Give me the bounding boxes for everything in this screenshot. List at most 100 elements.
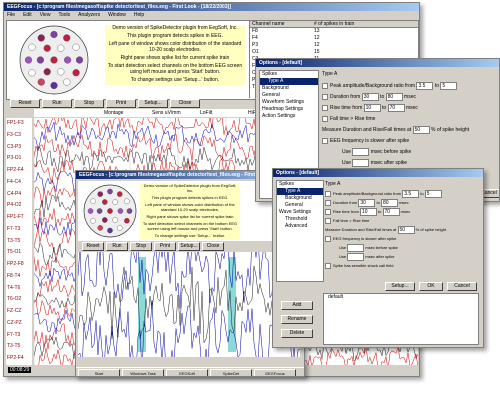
- label: to: [420, 191, 424, 196]
- menu-item[interactable]: Window: [108, 12, 126, 18]
- cell: O1: [252, 49, 259, 55]
- tree-item[interactable]: General: [262, 92, 280, 98]
- info-line: This plugin program detects spikes in EE…: [127, 33, 223, 39]
- toolbar-button[interactable]: Close: [170, 99, 200, 108]
- toolbar-button[interactable]: Stop: [130, 242, 152, 251]
- menu-item[interactable]: Edit: [23, 12, 32, 18]
- toolbar: Reset Run Stop Print Setup... Close: [6, 99, 417, 108]
- side-button[interactable]: Delete: [281, 329, 313, 338]
- field[interactable]: 30: [358, 198, 376, 207]
- field[interactable]: 50: [412, 125, 430, 134]
- taskbar-button[interactable]: SpikeDet: [210, 369, 252, 376]
- menu-item[interactable]: File: [7, 12, 16, 18]
- toolbar-button[interactable]: Close: [202, 242, 224, 251]
- field[interactable]: 3.5: [402, 189, 420, 198]
- info-line: Demo version of SpikeDetector plugin fro…: [112, 25, 238, 31]
- label: Measure Duration and Rise/Fall times at: [325, 227, 397, 232]
- side-buttons: Add Rename Delete: [277, 289, 317, 344]
- field[interactable]: 30: [361, 92, 379, 101]
- tree-item[interactable]: Threshold: [285, 216, 308, 222]
- label: to: [380, 94, 385, 100]
- toolbar-button[interactable]: Run: [106, 242, 128, 251]
- label: Duration: [330, 94, 349, 100]
- tree-item[interactable]: Headmap Settings: [262, 106, 304, 112]
- taskbar-button[interactable]: EEGFocus: [254, 369, 296, 376]
- label: Use: [342, 160, 351, 166]
- electrode: [101, 199, 108, 205]
- electrode: [90, 217, 96, 224]
- field[interactable]: 5: [424, 189, 442, 198]
- label: Duration: [333, 200, 349, 205]
- eeg-traces: [78, 252, 300, 357]
- electrode: [24, 56, 33, 64]
- field[interactable]: [352, 158, 370, 167]
- menu-item[interactable]: Analyzers: [78, 12, 101, 18]
- field[interactable]: 80: [380, 198, 398, 207]
- channel-label: FP2-F4: [7, 167, 24, 173]
- label: from: [349, 200, 358, 205]
- setup-button[interactable]: Setup...: [385, 282, 415, 291]
- electrode: [72, 43, 80, 51]
- toolbar-button[interactable]: Run: [42, 99, 72, 108]
- toolbar-button[interactable]: Reset: [10, 99, 40, 108]
- field[interactable]: [347, 243, 365, 252]
- field[interactable]: 50: [397, 225, 415, 234]
- toolbar-button[interactable]: Reset: [82, 242, 104, 251]
- electrode: [43, 68, 51, 76]
- title-bar: Options - [default]: [273, 169, 483, 177]
- toolbar: Reset Run Stop Print Setup... Close: [78, 242, 300, 251]
- field[interactable]: 5: [440, 81, 458, 90]
- list-item[interactable]: default: [328, 294, 344, 300]
- tree-item[interactable]: General: [285, 202, 303, 208]
- field[interactable]: 70: [387, 103, 405, 112]
- taskbar-button[interactable]: EEGSoft: [166, 369, 208, 376]
- channel-label: C3-P3: [7, 143, 22, 150]
- taskbar-button[interactable]: Start: [78, 369, 120, 376]
- side-button[interactable]: Add: [281, 301, 313, 310]
- tree-item[interactable]: Type A: [277, 188, 323, 195]
- electrode: [112, 217, 119, 223]
- side-button[interactable]: Rename: [281, 315, 313, 324]
- taskbar: Start Windows Task EEGSoft SpikeDet EEGFocus: [76, 367, 304, 376]
- tree-item[interactable]: Spikes: [262, 71, 278, 77]
- eeg-trace: [78, 300, 300, 357]
- tree-item[interactable]: Spikes: [279, 181, 295, 187]
- electrode: [36, 56, 45, 64]
- menu-item[interactable]: Help: [133, 12, 145, 18]
- eeg-control-label: Sens uV/mm: [152, 110, 181, 116]
- menu-item[interactable]: View: [39, 12, 51, 18]
- channel-label: F4-C4: [7, 178, 21, 185]
- tree-item[interactable]: Background: [262, 85, 289, 91]
- toolbar-button[interactable]: Print: [154, 242, 176, 251]
- title-bar: EEGFocus - [c:\program files\megasoft\sp…: [76, 171, 304, 179]
- menu-item[interactable]: Tools: [58, 12, 71, 18]
- label: Use: [339, 254, 347, 259]
- channel-label: FP1-F3: [7, 120, 24, 126]
- field[interactable]: [347, 252, 365, 261]
- info-line: Demo version of SpikeDetector plugin fro…: [143, 183, 237, 193]
- field[interactable]: 3.5: [416, 81, 434, 90]
- cancel-button[interactable]: Cancel: [447, 282, 477, 291]
- toolbar-button[interactable]: Setup...: [178, 242, 200, 251]
- field[interactable]: 80: [385, 92, 403, 101]
- tree-item[interactable]: Advanced: [285, 223, 308, 229]
- channel-list: FP1-F3 F3-C3 C3-P3 P3-O1 FP2-F4 F4-C4 C4-P4 P4-…: [6, 118, 32, 365]
- field[interactable]: [352, 147, 370, 156]
- tree-item[interactable]: Waveform Settings: [262, 99, 305, 105]
- label: msec: [404, 94, 416, 100]
- tree-item[interactable]: Wave Settings: [279, 209, 312, 215]
- field[interactable]: 10: [363, 103, 381, 112]
- ok-button[interactable]: OK: [419, 282, 443, 291]
- taskbar-button[interactable]: Windows Task: [122, 369, 164, 376]
- field[interactable]: 70: [382, 207, 400, 216]
- toolbar-button[interactable]: Print: [106, 99, 136, 108]
- toolbar-button[interactable]: Stop: [74, 99, 104, 108]
- electrode: [97, 191, 104, 197]
- label: to: [382, 105, 387, 111]
- field[interactable]: 10: [359, 207, 377, 216]
- toolbar-button[interactable]: Setup...: [138, 99, 168, 108]
- profile-list: default: [323, 293, 479, 345]
- tree-item[interactable]: Type A: [260, 78, 318, 85]
- tree-item[interactable]: Background: [285, 195, 312, 201]
- tree-item[interactable]: Action Settings: [262, 113, 296, 119]
